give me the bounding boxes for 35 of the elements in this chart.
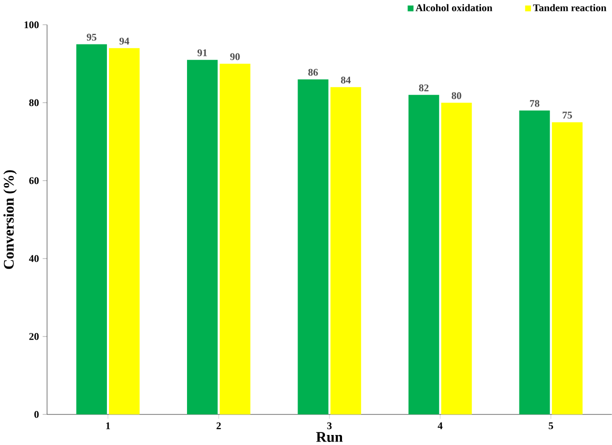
data-label: 94 — [119, 38, 130, 44]
data-label: 90 — [230, 53, 240, 60]
x-tick-label: 3 — [327, 422, 332, 430]
data-label: 78 — [530, 100, 540, 107]
bar — [298, 79, 328, 414]
y-axis-title: Conversion (%) — [3, 170, 17, 269]
bar — [76, 44, 107, 414]
x-tick-label: 2 — [216, 422, 221, 429]
data-label: 82 — [419, 84, 428, 92]
bar — [108, 48, 140, 414]
y-tick-label: 0 — [34, 410, 39, 418]
bar — [408, 94, 440, 414]
y-tick-label: 20 — [29, 332, 39, 340]
data-label: 84 — [341, 76, 351, 84]
bar — [519, 110, 550, 414]
data-label: 86 — [308, 68, 318, 76]
bar — [441, 102, 472, 414]
data-label: 95 — [86, 34, 96, 40]
bar — [330, 86, 362, 414]
y-tick-label: 80 — [29, 99, 39, 106]
y-tick-label: 40 — [29, 254, 39, 262]
data-label: 91 — [198, 49, 207, 56]
data-label: 80 — [452, 92, 462, 99]
bar — [220, 64, 250, 414]
y-tick-label: 100 — [24, 21, 39, 28]
bar — [187, 60, 218, 414]
y-tick-label: 60 — [29, 177, 39, 184]
x-tick-label: 5 — [548, 422, 554, 429]
legend-label: Tandem reaction — [533, 4, 606, 12]
x-tick-label: 4 — [438, 422, 443, 429]
bar — [552, 122, 583, 414]
x-tick-label: 1 — [106, 422, 110, 429]
data-label: 75 — [562, 112, 572, 118]
legend-label: Alcohol oxidation — [416, 4, 492, 12]
x-axis-title: Run — [316, 432, 343, 442]
